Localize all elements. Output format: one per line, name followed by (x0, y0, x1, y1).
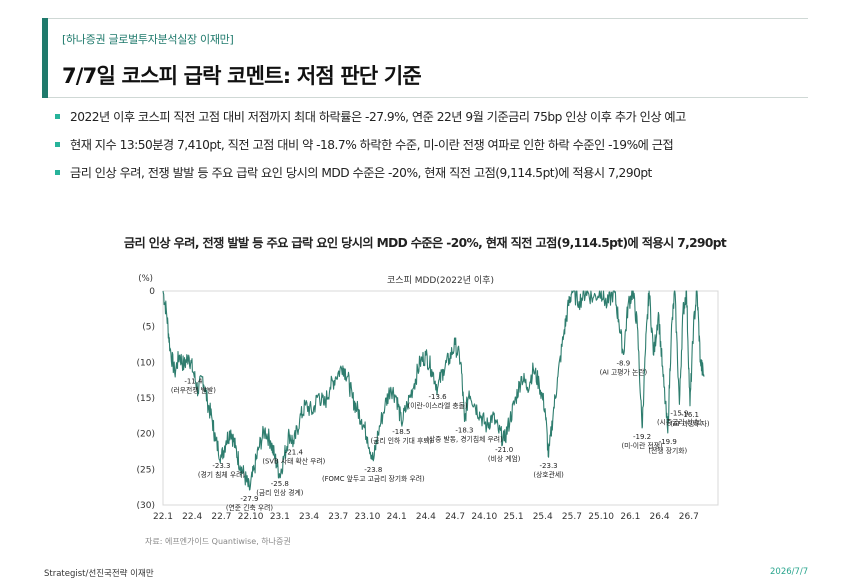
mdd-series-line (162, 290, 705, 491)
x-tick-label: 22.7 (211, 512, 231, 522)
annotation-label: (FOMC 앞두고 고금리 장기화 우려) (322, 474, 425, 483)
data-label: -8.9 (617, 359, 631, 367)
data-label: -21.0 (495, 446, 513, 454)
chart-heading: 금리 인상 우려, 전쟁 발발 등 주요 급락 요인 당시의 MDD 수준은 -… (123, 236, 727, 250)
y-tick-label: (30) (137, 501, 155, 511)
bullet-text: 2022년 이후 코스피 직전 고점 대비 저점까지 최대 하락률은 -27.9… (70, 110, 686, 124)
annotation-label: (삼중 발동, 경기침체 우려) (426, 435, 503, 444)
bullet-item: 현재 지수 13:50분경 7,410pt, 직전 고점 대비 약 -18.7%… (55, 138, 835, 152)
y-tick-label: 0 (149, 287, 155, 297)
data-label: -23.8 (364, 466, 382, 474)
header-panel: [하나증권 글로벌투자분석실장 이재만] 7/7일 코스피 급락 코멘트: 저점… (42, 18, 808, 98)
annotation-label: (러우전쟁 발발) (171, 385, 216, 394)
data-label: -18.3 (455, 427, 473, 435)
y-tick-label: (25) (137, 465, 155, 475)
data-label: -16.1 (681, 411, 699, 419)
bullet-item: 2022년 이후 코스피 직전 고점 대비 저점까지 최대 하락률은 -27.9… (55, 110, 835, 124)
y-tick-label: (10) (137, 358, 155, 368)
x-tick-label: 25.10 (588, 512, 614, 522)
bullet-list: 2022년 이후 코스피 직전 고점 대비 저점까지 최대 하락률은 -27.9… (55, 110, 835, 194)
x-tick-label: 25.7 (562, 512, 582, 522)
bullet-text: 금리 인상 우려, 전쟁 발발 등 주요 급락 요인 당시의 MDD 수준은 -… (70, 166, 652, 180)
y-tick-label: (15) (137, 394, 155, 404)
chart-title: 코스피 MDD(2022년 이후) (387, 275, 494, 286)
x-tick-label: 24.7 (445, 512, 465, 522)
annotation-label: (상호관세) (533, 470, 564, 479)
header-bottom-rule (48, 97, 808, 98)
annotation-label: (금리 인하 기대 후퇴) (370, 436, 432, 445)
data-label: -23.3 (212, 462, 230, 470)
x-tick-label: 26.7 (679, 512, 699, 522)
data-label: -19.2 (633, 433, 651, 441)
bullet-square-icon (55, 170, 60, 175)
x-tick-label: 25.1 (504, 512, 524, 522)
x-tick-label: 24.4 (416, 512, 436, 522)
x-tick-label: 22.10 (238, 512, 264, 522)
data-label: -27.9 (240, 495, 258, 503)
footer-author: Strategist/선진국전략 이재만 (44, 569, 154, 579)
annotation-label: (AI 과잉투자) (670, 419, 709, 428)
data-label: -19.9 (659, 438, 677, 446)
x-tick-label: 26.4 (650, 512, 670, 522)
y-tick-label: (5) (142, 323, 155, 333)
data-label: -13.6 (429, 393, 448, 401)
data-label: -23.3 (540, 462, 558, 470)
data-label: -11.4 (184, 377, 203, 385)
x-tick-label: 25.4 (533, 512, 553, 522)
x-tick-label: 23.10 (355, 512, 381, 522)
annotation-label: (이란-이스라엘 충돌) (408, 401, 468, 410)
x-tick-label: 23.4 (299, 512, 319, 522)
data-label: -21.4 (285, 449, 304, 457)
bullet-item: 금리 인상 우려, 전쟁 발발 등 주요 급락 요인 당시의 MDD 수준은 -… (55, 166, 835, 180)
data-label: -25.8 (271, 480, 289, 488)
annotation-label: (금리 인상 경계) (256, 488, 303, 497)
annotation-label: (미-이란 전쟁) (621, 441, 663, 450)
header-top-rule (48, 18, 808, 19)
annotation-label: (SVB 사태 확산 우려) (262, 457, 325, 466)
annotation-label: (시중금리 상승) (657, 417, 702, 426)
page-title: 7/7일 코스피 급락 코멘트: 저점 판단 기준 (62, 64, 422, 88)
x-tick-label: 23.1 (270, 512, 290, 522)
bullet-square-icon (55, 114, 60, 119)
data-label: -18.5 (392, 428, 410, 436)
header-tag: [하나증권 글로벌투자분석실장 이재만] (62, 33, 234, 46)
y-tick-label: (20) (137, 430, 155, 440)
y-axis-unit: (%) (138, 274, 153, 284)
data-label: -15.9 (670, 409, 688, 417)
bullet-text: 현재 지수 13:50분경 7,410pt, 직전 고점 대비 약 -18.7%… (70, 138, 674, 152)
x-tick-label: 24.1 (387, 512, 407, 522)
x-tick-label: 22.1 (153, 512, 173, 522)
bullet-square-icon (55, 142, 60, 147)
annotation-label: (AI 고평가 논란) (600, 367, 648, 376)
annotation-label: (비상 계엄) (488, 454, 521, 463)
annotation-label: (전쟁 장기화) (648, 446, 687, 455)
annotation-label: (연준 긴축 우려) (226, 503, 273, 512)
x-tick-label: 22.4 (182, 512, 202, 522)
x-tick-label: 24.10 (471, 512, 497, 522)
source-note: 자료: 에프엔가이드 Quantiwise, 하나증권 (145, 537, 291, 546)
x-tick-label: 26.1 (620, 512, 640, 522)
annotation-label: (경기 침체 우려) (198, 470, 245, 479)
x-tick-label: 23.7 (328, 512, 348, 522)
footer-date: 2026/7/7 (770, 567, 809, 577)
plot-frame (162, 290, 719, 506)
